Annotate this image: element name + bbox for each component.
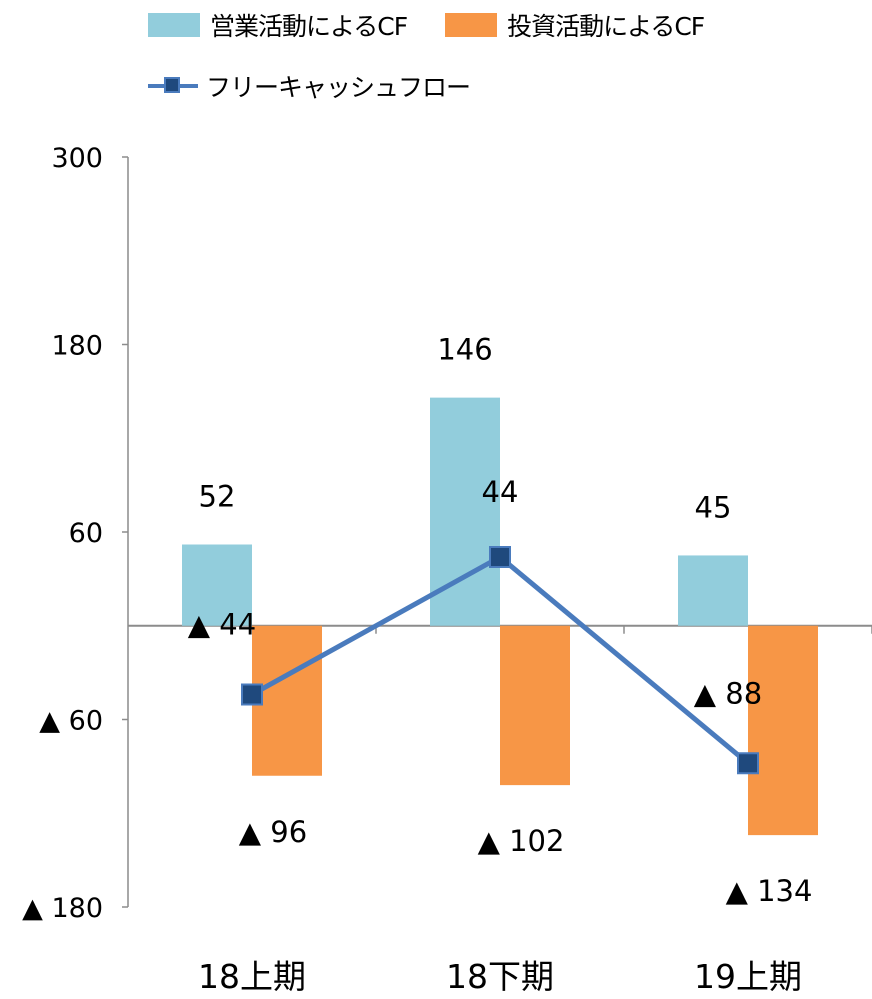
marker-free-cf <box>489 546 511 568</box>
x-category-label: 18上期 <box>198 957 306 996</box>
marker-free-cf <box>241 683 263 706</box>
data-label-free-cf: 44 <box>482 475 519 509</box>
legend-swatch-free-cf <box>148 74 198 98</box>
legend-item-free-cf: フリーキャッシュフロー <box>148 68 471 104</box>
y-tick-label: ▲ 60 <box>39 706 103 737</box>
data-label-operating-cf: 52 <box>199 480 236 514</box>
data-label-investing-cf: ▲ 134 <box>726 874 813 908</box>
y-tick-label: ▲ 180 <box>22 893 103 924</box>
legend-swatch-operating-cf <box>148 13 200 37</box>
legend-row-2: フリーキャッシュフロー <box>148 66 508 106</box>
legend-row-1: 営業活動によるCF 投資活動によるCF <box>148 5 742 45</box>
x-category-label: 18下期 <box>446 957 554 996</box>
y-tick-label: 180 <box>51 331 103 362</box>
bar-operating-cf <box>678 555 748 626</box>
data-label-free-cf: ▲ 88 <box>694 676 762 710</box>
legend-label-free-cf: フリーキャッシュフロー <box>206 73 471 102</box>
data-label-investing-cf: ▲ 96 <box>239 815 307 849</box>
legend-swatch-investing-cf <box>445 13 498 37</box>
bar-investing-cf <box>500 625 570 786</box>
bar-operating-cf <box>182 544 252 626</box>
y-tick-label: 60 <box>69 518 103 549</box>
bar-investing-cf <box>748 625 818 836</box>
legend-item-investing-cf: 投資活動によるCF <box>445 7 705 43</box>
x-category-label: 19上期 <box>694 957 802 996</box>
y-tick-label: 300 <box>51 143 103 174</box>
data-label-investing-cf: ▲ 102 <box>478 824 565 858</box>
data-label-free-cf: ▲ 44 <box>188 608 256 642</box>
legend-label-investing-cf: 投資活動によるCF <box>507 12 705 41</box>
legend-item-operating-cf: 営業活動によるCF <box>148 7 408 43</box>
marker-free-cf <box>737 752 759 775</box>
data-label-operating-cf: 146 <box>437 333 492 367</box>
data-label-operating-cf: 45 <box>695 490 732 524</box>
bar-investing-cf <box>252 625 322 776</box>
legend-label-operating-cf: 営業活動によるCF <box>210 12 408 41</box>
